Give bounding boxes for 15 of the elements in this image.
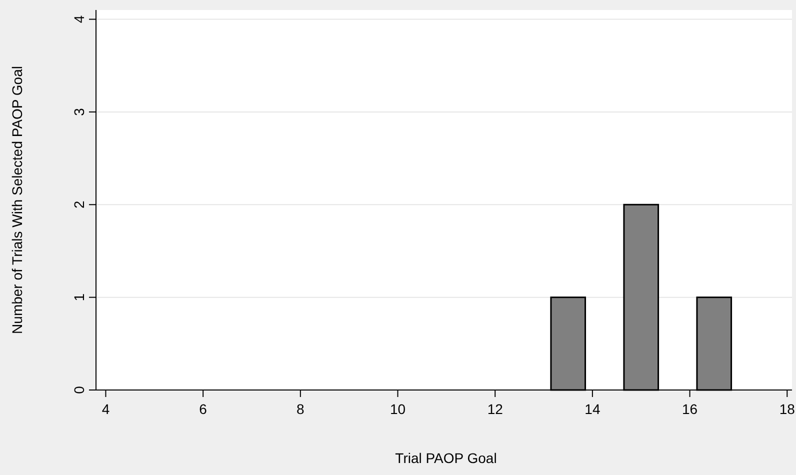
- x-tick-label: 8: [296, 401, 305, 417]
- y-tick-label: 2: [71, 200, 87, 209]
- y-tick-label: 1: [71, 293, 87, 302]
- x-tick-label: 14: [584, 401, 600, 417]
- x-tick-label: 12: [487, 401, 504, 417]
- x-tick-label: 10: [390, 401, 406, 417]
- x-tick-label: 16: [682, 401, 698, 417]
- x-tick-label: 18: [779, 401, 796, 417]
- x-tick-label: 4: [102, 401, 110, 417]
- y-axis-title: Number of Trials With Selected PAOP Goal: [9, 66, 25, 334]
- y-tick-label: 0: [71, 386, 87, 394]
- y-tick-label: 3: [71, 108, 87, 116]
- x-tick-label: 6: [199, 401, 208, 417]
- x-axis-title: Trial PAOP Goal: [395, 450, 497, 466]
- y-tick-label: 4: [71, 15, 87, 24]
